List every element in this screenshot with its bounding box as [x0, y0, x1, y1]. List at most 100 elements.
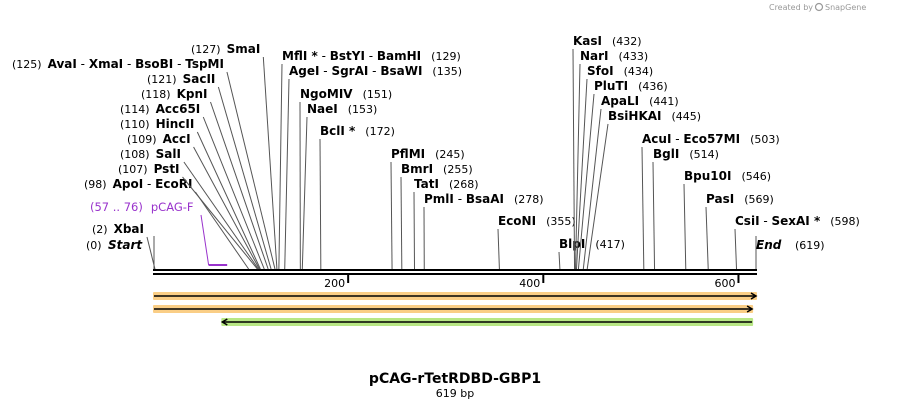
site-position: (172): [365, 125, 395, 138]
site-sali[interactable]: (108) SalI: [120, 147, 259, 270]
site-separator: -: [454, 192, 466, 206]
site-blpi[interactable]: BlpI (417): [558, 237, 625, 270]
site-tati[interactable]: TatI (268): [413, 177, 479, 270]
site-apoi[interactable]: (98) ApoI - EcoRI: [84, 177, 250, 270]
site-leader-line: [202, 116, 265, 270]
site-label: PasI (569): [706, 192, 774, 206]
enzyme-name: SexAI *: [772, 214, 821, 228]
enzyme-name: BmrI: [401, 162, 433, 176]
enzyme-name: BglI: [653, 147, 679, 161]
enzyme-name: Bpu10I: [684, 169, 731, 183]
site-position: (255): [443, 163, 473, 176]
watermark-brand: SnapGene: [825, 3, 866, 12]
site-leader-line: [278, 63, 283, 270]
site-leader-line: [217, 86, 272, 270]
site-pluti[interactable]: PluTI (436): [577, 79, 668, 270]
site-leader-line: [575, 63, 581, 270]
site-position: (355): [546, 215, 576, 228]
site-separator: -: [318, 49, 330, 63]
site-hincii[interactable]: (110) HincII: [120, 117, 261, 270]
enzyme-name: BsaAI: [466, 192, 504, 206]
site-position: (417): [595, 238, 625, 251]
site-position: (598): [830, 215, 860, 228]
site-kasi[interactable]: KasI (432): [572, 34, 642, 270]
site-position: (546): [741, 170, 771, 183]
site-bmri[interactable]: BmrI (255): [400, 162, 473, 270]
site-label: AcuI - Eco57MI (503): [642, 132, 780, 146]
site-agei[interactable]: AgeI - SgrAI - BsaWI (135): [284, 64, 462, 270]
site-smai[interactable]: (127) SmaI: [191, 42, 278, 270]
site-leader-line: [734, 228, 738, 270]
restriction-sites: (2) XbaI (98) ApoI - EcoRI (107) PstI (108) Sal…: [12, 34, 860, 270]
site-label: BclI * (172): [320, 124, 395, 138]
snapgene-watermark: Created by SnapGene: [769, 2, 866, 12]
feature-arrow-3[interactable]: [220, 318, 754, 326]
site-separator: -: [143, 177, 155, 191]
site-leader-line: [683, 183, 687, 270]
site-label: (98) ApoI - EcoRI: [84, 177, 192, 191]
site-leader-line: [284, 78, 290, 270]
site-sfoi[interactable]: SfoI (434): [575, 64, 654, 270]
site-label: (125) AvaI - XmaI - BsoBI - TspMI: [12, 57, 224, 71]
feature-arrow-2[interactable]: [153, 305, 754, 313]
site-label: (118) KpnI: [141, 87, 208, 101]
start-position: (0): [86, 239, 102, 252]
snapgene-logo-icon: [814, 2, 824, 12]
site-mfli[interactable]: MflI * - BstYI - BamHI (129): [278, 49, 461, 270]
site-label: BmrI (255): [401, 162, 473, 176]
site-pasi[interactable]: PasI (569): [705, 192, 774, 270]
site-apali[interactable]: ApaLI (441): [582, 94, 679, 270]
site-separator: -: [123, 57, 135, 71]
site-label: (108) SalI: [120, 147, 181, 161]
enzyme-name: SmaI: [227, 42, 261, 56]
site-csii[interactable]: CsiI - SexAI * (598): [734, 214, 860, 270]
site-kpni[interactable]: (118) KpnI: [141, 87, 269, 270]
site-leader-line: [262, 56, 278, 270]
site-separator: -: [365, 49, 377, 63]
site-bpu10i[interactable]: Bpu10I (546): [683, 169, 771, 270]
site-xbai[interactable]: (2) XbaI: [92, 222, 156, 270]
site-nari[interactable]: NarI (433): [575, 49, 649, 270]
site-leader-line: [183, 161, 259, 270]
site-bcli[interactable]: BclI * (172): [319, 124, 395, 270]
site-position: (268): [449, 178, 479, 191]
primer-name: pCAG-F: [151, 200, 194, 214]
site-position: (98): [84, 178, 107, 191]
site-leader-line: [400, 176, 403, 270]
ruler: 200 400 600: [324, 274, 740, 290]
site-acci[interactable]: (109) AccI: [127, 132, 260, 270]
site-bgli[interactable]: BglI (514): [652, 147, 719, 270]
site-label: (121) SacII: [147, 72, 215, 86]
site-label: (127) SmaI: [191, 42, 260, 56]
site-label: CsiI - SexAI * (598): [735, 214, 860, 228]
site-label: AgeI - SgrAI - BsaWI (135): [289, 64, 462, 78]
site-position: (434): [624, 65, 654, 78]
primer-range: (57 .. 76): [90, 200, 143, 214]
site-label: Bpu10I (546): [684, 169, 771, 183]
sequence-backbone: [153, 269, 757, 275]
site-leader-line: [210, 101, 269, 270]
site-ngomiv[interactable]: NgoMIV (151): [299, 87, 392, 270]
enzyme-name: TspMI: [185, 57, 224, 71]
site-avai[interactable]: (125) AvaI - XmaI - BsoBI - TspMI: [12, 57, 276, 270]
enzyme-name: AgeI: [289, 64, 319, 78]
site-acui[interactable]: AcuI - Eco57MI (503): [641, 132, 780, 270]
site-naei[interactable]: NaeI (153): [301, 102, 377, 270]
enzyme-name: BamHI: [377, 49, 421, 63]
enzyme-name: ApoI: [113, 177, 144, 191]
site-leader-line: [226, 71, 276, 270]
site-econi[interactable]: EcoNI (355): [497, 214, 576, 270]
site-sacii[interactable]: (121) SacII: [147, 72, 272, 270]
site-leader-line: [572, 48, 576, 270]
site-label: MflI * - BstYI - BamHI (129): [282, 49, 461, 63]
feature-arrow-1[interactable]: [153, 292, 758, 300]
site-pflmi[interactable]: PflMI (245): [390, 147, 465, 270]
site-psti[interactable]: (107) PstI: [118, 162, 258, 270]
site-label: KasI (432): [573, 34, 642, 48]
end-name: End: [756, 238, 782, 252]
site-pmli[interactable]: PmlI - BsaAI (278): [423, 192, 544, 270]
site-separator: -: [77, 57, 89, 71]
site-label: (109) AccI: [127, 132, 191, 146]
site-bsihkai[interactable]: BsiHKAI (445): [586, 109, 701, 270]
site-acc65i[interactable]: (114) Acc65I: [120, 102, 265, 270]
